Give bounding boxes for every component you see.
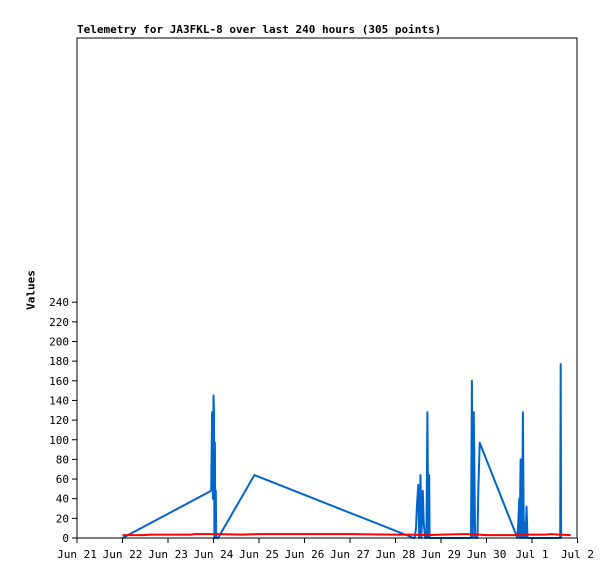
y-tick-label: 20 — [56, 512, 69, 525]
x-tick-label: Jun 26 — [285, 548, 325, 561]
y-tick-label: 180 — [49, 355, 69, 368]
y-tick-label: 0 — [62, 532, 69, 545]
y-tick-label: 60 — [56, 473, 69, 486]
x-tick-label: Jul 2 — [561, 548, 594, 561]
x-tick-label: Jul 1 — [515, 548, 548, 561]
x-tick-label: Jun 21 — [57, 548, 97, 561]
x-tick-label: Jun 27 — [330, 548, 370, 561]
plot-frame — [76, 37, 578, 539]
plot-border — [76, 37, 578, 539]
y-tick-label: 140 — [49, 394, 69, 407]
x-tick-label: Jun 28 — [376, 548, 416, 561]
x-tick-label: Jun 24 — [194, 548, 234, 561]
y-tick-label: 160 — [49, 375, 69, 388]
y-tick-label: 100 — [49, 434, 69, 447]
x-tick-label: Jun 30 — [467, 548, 507, 561]
series-line-1 — [122, 363, 563, 539]
series-line-2 — [122, 533, 571, 537]
y-tick-label: 240 — [49, 296, 69, 309]
y-tick-label: 40 — [56, 493, 69, 506]
y-tick-label: 200 — [49, 336, 69, 349]
y-tick-label: 80 — [56, 453, 69, 466]
y-tick-label: 120 — [49, 414, 69, 427]
axis-layer: 0 20 40 60 80 100 120 140 160 180 200 220 240 Jun 21 J… — [49, 296, 594, 561]
y-tick-label: 220 — [49, 316, 69, 329]
x-tick-label: Jun 29 — [421, 548, 461, 561]
series-layer — [122, 363, 571, 539]
x-tick-label: Jun 23 — [148, 548, 188, 561]
x-tick-label: Jun 25 — [239, 548, 279, 561]
chart-title: Telemetry for JA3FKL-8 over last 240 hou… — [77, 23, 442, 36]
x-tick-label: Jun 22 — [103, 548, 143, 561]
